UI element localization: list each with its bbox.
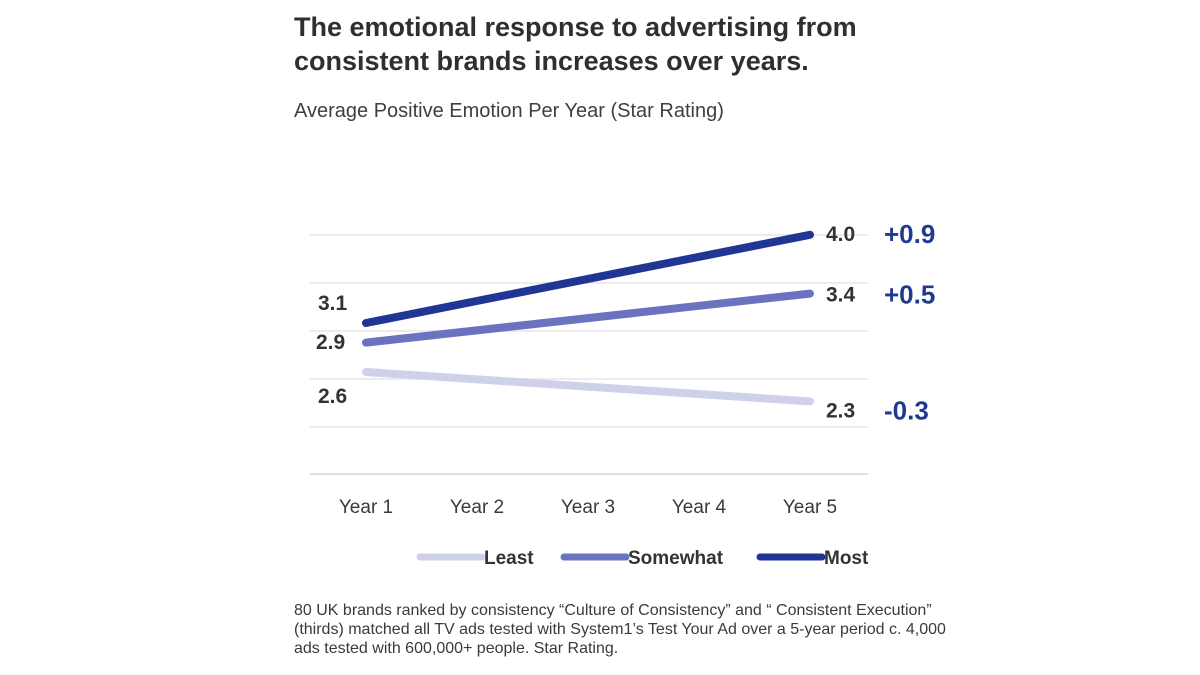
data-label-start-somewhat: 2.9 [316,331,345,354]
x-tick-label: Year 2 [450,497,504,518]
series-line-somewhat [362,289,814,347]
x-tick-label: Year 5 [783,497,837,518]
chart-subtitle: Average Positive Emotion Per Year (Star … [294,100,724,122]
change-label-most: +0.9 [884,219,935,249]
legend-label-somewhat: Somewhat [628,548,724,569]
x-tick-label: Year 3 [561,497,615,518]
series-line-most [362,230,814,327]
series-line-least [362,368,814,406]
data-label-start-least: 2.6 [318,385,347,408]
footnote: 80 UK brands ranked by consistency “Cult… [294,602,946,657]
data-label-end-most: 4.0 [826,223,855,246]
data-label-end-least: 2.3 [826,399,855,422]
line-chart: Year 1 Year 2 Year 3 Year 4 Year 5 2.6 2.3 -0.3… [310,219,935,569]
legend-label-most: Most [824,548,869,569]
data-label-start-most: 3.1 [318,292,348,315]
x-tick-label: Year 4 [672,497,727,518]
data-label-end-somewhat: 3.4 [826,284,856,307]
legend-label-least: Least [484,548,534,569]
change-label-least: -0.3 [884,395,929,425]
change-label-somewhat: +0.5 [884,280,935,310]
x-tick-label: Year 1 [339,497,393,518]
chart-title: The emotional response to advertising fr… [294,12,857,76]
